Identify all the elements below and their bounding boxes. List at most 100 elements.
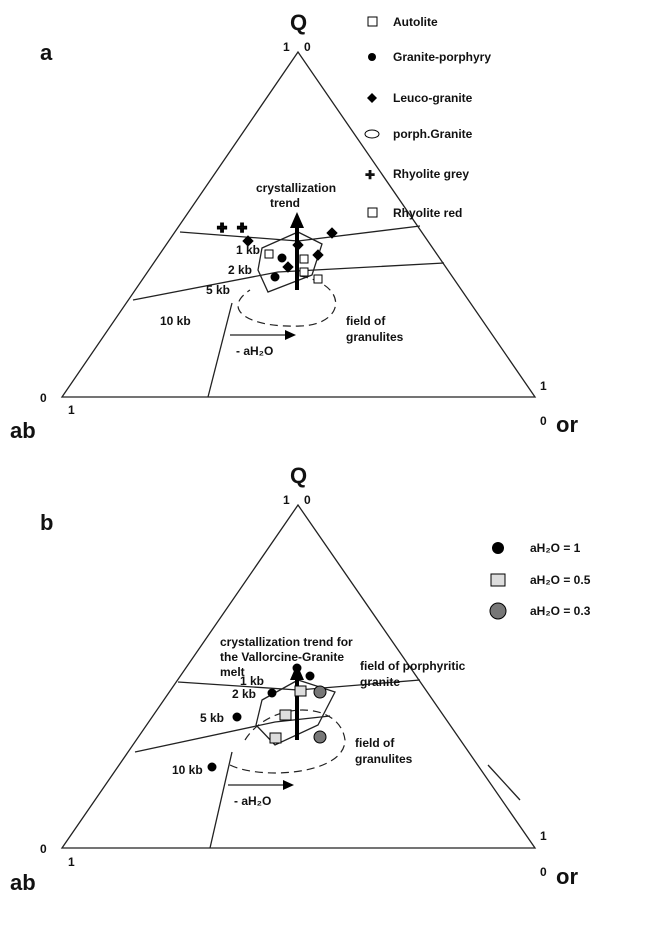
apex-label: Q: [290, 10, 307, 35]
panel-a: ✚ ✚ a Q 1 0 0 1 1 0 ab or Autolite Granit…: [10, 10, 578, 443]
annotation: granite: [360, 675, 400, 689]
annotation: the Vallorcine-Granite: [220, 650, 344, 664]
marker: [299, 267, 309, 277]
tick: 1: [283, 493, 290, 507]
pressure-label: 5 kb: [200, 711, 224, 725]
panel-label: a: [40, 40, 53, 65]
marker: [277, 253, 287, 263]
triangle: [60, 50, 537, 398]
marker: [313, 730, 327, 744]
corner-label: ab: [10, 870, 36, 895]
annotation: - aH₂O: [234, 794, 271, 808]
arrowhead: [285, 330, 296, 340]
tick: 1: [540, 379, 547, 393]
tick: 0: [540, 865, 547, 879]
markers: [207, 663, 327, 772]
legend-label: aH₂O = 0.5: [530, 573, 591, 587]
annotation: - aH₂O: [236, 344, 273, 358]
marker: [294, 685, 307, 697]
triangle: [60, 503, 537, 849]
apex-label: Q: [290, 463, 307, 488]
annotation: granulites: [346, 330, 404, 344]
boundary: [209, 751, 233, 849]
tick: 0: [40, 391, 47, 405]
marker: [313, 274, 323, 284]
annotation: crystallization trend for: [220, 635, 353, 649]
annotation: trend: [270, 196, 300, 210]
legend-symbol: [492, 542, 504, 554]
markers: ✚ ✚: [217, 221, 338, 284]
legend-label: Granite-porphyry: [393, 50, 491, 64]
legend-label: aH₂O = 0.3: [530, 604, 591, 618]
legend-symbol: [364, 129, 380, 139]
legend-symbol: [367, 93, 377, 103]
boundary: [207, 302, 233, 398]
marker: ✚: [217, 221, 227, 235]
marker: [292, 663, 302, 673]
marker: [267, 688, 277, 698]
boundary: [132, 262, 445, 301]
marker: [305, 671, 315, 681]
pressure-label: 2 kb: [228, 263, 252, 277]
legend-label: porph.Granite: [393, 127, 473, 141]
pressure-label: 2 kb: [232, 687, 256, 701]
legend-label: aH₂O = 1: [530, 541, 581, 555]
annotation: melt: [220, 665, 245, 679]
annotation: field of: [355, 736, 395, 750]
boundary: [134, 715, 331, 753]
granulite-field: [237, 275, 337, 327]
pressure-label: 10 kb: [160, 314, 191, 328]
marker: [207, 762, 217, 772]
corner-label: ab: [10, 418, 36, 443]
legend-label: Autolite: [393, 15, 438, 29]
legend-symbol: [368, 53, 376, 61]
pressure-label: 1 kb: [240, 674, 264, 688]
tick: 0: [304, 40, 311, 54]
arrowhead: [290, 212, 304, 228]
tick: 1: [68, 855, 75, 869]
boundary: [487, 764, 521, 801]
marker: [313, 685, 327, 699]
tick: 0: [40, 842, 47, 856]
pressure-label: 1 kb: [236, 243, 260, 257]
legend-label: Rhyolite red: [393, 206, 462, 220]
tick: 1: [283, 40, 290, 54]
tick: 1: [68, 403, 75, 417]
marker: [282, 261, 294, 273]
marker: [232, 712, 242, 722]
legend-symbol: [367, 16, 378, 27]
marker: [279, 709, 292, 721]
marker: [326, 227, 338, 239]
legend-symbol: ✚: [365, 168, 375, 182]
legend-label: Rhyolite grey: [393, 167, 469, 181]
marker: [270, 272, 280, 282]
corner-label: or: [556, 412, 578, 437]
annotation: field of: [346, 314, 386, 328]
annotation: granulites: [355, 752, 413, 766]
marker: [242, 235, 254, 247]
pressure-label: 10 kb: [172, 763, 203, 777]
marker: [292, 239, 304, 251]
marker: [312, 249, 324, 261]
legend-symbol: [490, 573, 506, 587]
annotation: crystallization: [256, 181, 336, 195]
marker: ✚: [237, 221, 247, 235]
marker: [269, 732, 282, 744]
legend: aH₂O = 1 aH₂O = 0.5 aH₂O = 0.3: [489, 541, 591, 620]
marker: [299, 254, 309, 264]
tick: 0: [304, 493, 311, 507]
arrowhead: [283, 780, 294, 790]
pressure-label: 5 kb: [206, 283, 230, 297]
legend-symbol: [367, 207, 378, 218]
marker: [264, 249, 274, 259]
panel-b: b Q 1 0 0 1 1 0 ab or aH₂O = 1 aH₂O = 0.5…: [10, 463, 591, 895]
annotation: field of porphyritic: [360, 659, 466, 673]
granulite-field: [229, 709, 346, 774]
tick: 0: [540, 414, 547, 428]
corner-label: or: [556, 864, 578, 889]
legend-label: Leuco-granite: [393, 91, 473, 105]
tick: 1: [540, 829, 547, 843]
legend: Autolite Granite-porphyry Leuco-granite por…: [364, 15, 491, 220]
legend-symbol: [489, 602, 507, 620]
